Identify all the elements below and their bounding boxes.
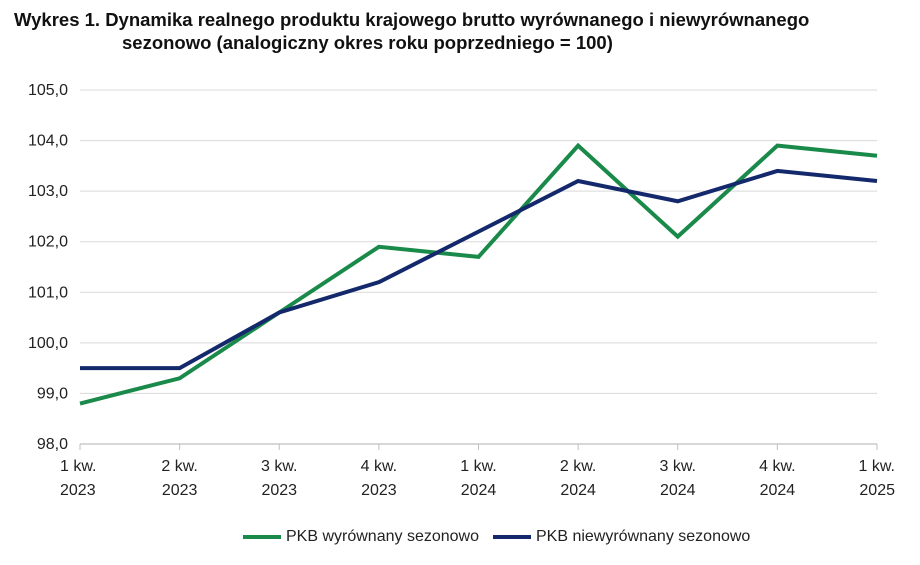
- grid-lines: [80, 89, 877, 445]
- x-tick-label-year: 2024: [560, 482, 596, 499]
- y-tick-label: 103,0: [28, 183, 68, 200]
- chart-title-line1: Wykres 1. Dynamika realnego produktu kra…: [14, 9, 810, 30]
- y-axis-ticks: 98,0 99,0 100,0 101,0 102,0 103,0 104,0 105,0: [28, 82, 68, 453]
- line-chart: 98,0 99,0 100,0 101,0 102,0 103,0 104,0 105,0 1…: [28, 82, 895, 499]
- x-tick-label-quarter: 3 kw.: [660, 458, 696, 475]
- x-tick-label-year: 2023: [261, 482, 297, 499]
- x-tick-label-year: 2024: [760, 482, 796, 499]
- legend-item-adjusted: PKB wyrównany sezonowo: [243, 528, 479, 546]
- legend-label-unadjusted: PKB niewyrównany sezonowo: [535, 528, 751, 545]
- x-tick-label-year: 2024: [461, 482, 497, 499]
- y-tick-label: 102,0: [28, 234, 68, 251]
- series-line-adjusted: [79, 142, 878, 406]
- legend-item-unadjusted: PKB niewyrównany sezonowo: [492, 528, 751, 546]
- y-tick-label: 100,0: [28, 335, 68, 352]
- chart-title-line2: sezonowo (analogiczny okres roku poprzed…: [122, 32, 613, 53]
- x-tick-label-quarter: 1 kw.: [859, 458, 895, 475]
- x-axis-ticks: 1 kw. 2023 2 kw. 2023 3 kw. 2023 4 kw. 2023 1 kw…: [60, 444, 895, 499]
- legend: PKB wyrównany sezonowo PKB niewyrównany …: [243, 528, 764, 546]
- x-tick-label-year: 2023: [162, 482, 198, 499]
- x-tick-label-year: 2024: [660, 482, 696, 499]
- x-tick-label-quarter: 3 kw.: [261, 458, 297, 475]
- legend-label-adjusted: PKB wyrównany sezonowo: [286, 528, 479, 545]
- y-tick-label: 105,0: [28, 82, 68, 99]
- y-tick-label: 98,0: [37, 436, 68, 453]
- legend-swatch-unadjusted: [492, 535, 531, 539]
- y-tick-label: 104,0: [28, 133, 68, 150]
- chart-title: Wykres 1. Dynamika realnego produktu kra…: [14, 8, 914, 54]
- x-tick-label-quarter: 2 kw.: [161, 458, 197, 475]
- x-tick-label-quarter: 1 kw.: [60, 458, 96, 475]
- x-tick-label-quarter: 2 kw.: [560, 458, 596, 475]
- y-tick-label: 99,0: [37, 385, 68, 402]
- x-tick-label-year: 2023: [361, 482, 397, 499]
- legend-swatch-adjusted: [243, 535, 281, 539]
- x-tick-label-year: 2023: [60, 482, 96, 499]
- x-tick-label-quarter: 1 kw.: [460, 458, 496, 475]
- y-tick-label: 101,0: [28, 284, 68, 301]
- series-line-unadjusted: [80, 168, 878, 371]
- series-lines: [79, 142, 878, 406]
- x-tick-label-quarter: 4 kw.: [759, 458, 795, 475]
- x-tick-label-quarter: 4 kw.: [361, 458, 397, 475]
- x-tick-label-year: 2025: [859, 482, 895, 499]
